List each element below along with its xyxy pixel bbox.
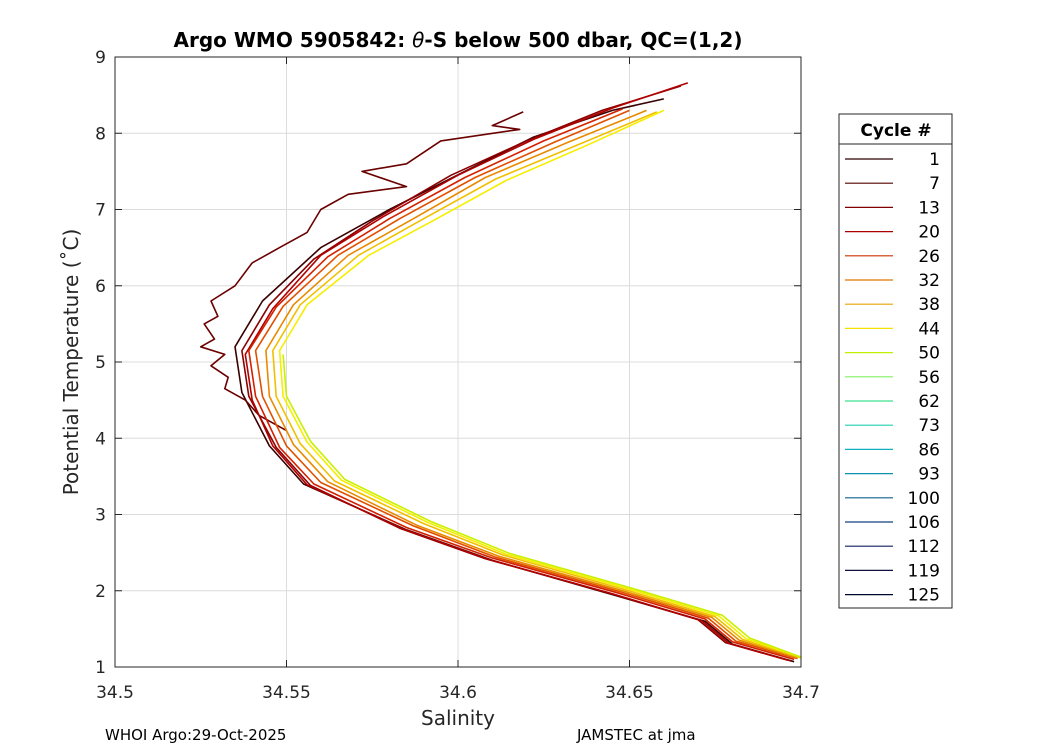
- profile-line-8: [278, 109, 802, 658]
- y-axis-ticks: 1 2 3 4 5 6 7 8 9: [95, 48, 801, 678]
- y-tick-label: 9: [95, 48, 106, 68]
- profile-line-9: [282, 354, 802, 658]
- profile-lines: [199, 82, 802, 663]
- y-tick-label: 8: [95, 124, 106, 144]
- legend-label: 50: [918, 344, 940, 364]
- legend-label: 86: [918, 440, 940, 460]
- legend-box: [838, 113, 953, 609]
- legend-label: 26: [918, 247, 940, 267]
- y-tick-label: 7: [95, 201, 106, 221]
- chart-title: Argo WMO 5905842: θ-S below 500 dbar, QC…: [174, 28, 743, 52]
- y-axis-label: Potential Temperature (˚C): [59, 229, 83, 496]
- x-tick-label: 34.7: [782, 683, 820, 703]
- legend-label: 62: [918, 392, 940, 412]
- x-axis-label: Salinity: [421, 706, 495, 730]
- legend-label: 7: [929, 174, 940, 194]
- legend-label: 38: [918, 295, 940, 315]
- footer-right: JAMSTEC at jma: [576, 726, 696, 744]
- y-tick-label: 4: [95, 429, 106, 449]
- x-tick-label: 34.5: [96, 683, 134, 703]
- y-tick-label: 3: [95, 506, 106, 526]
- profile-line-1: [199, 111, 524, 432]
- profile-line-4: [248, 108, 795, 661]
- footer-left: WHOI Argo:29-Oct-2025: [105, 726, 286, 744]
- y-tick-label: 1: [95, 658, 106, 678]
- legend-label: 119: [908, 561, 940, 581]
- legend-label: 20: [918, 223, 940, 243]
- legend: Cycle # 1 7 13 20 26 32 38 44 50 56 62 73 86 93 100 106…: [838, 113, 953, 609]
- legend-label: 32: [918, 271, 940, 291]
- legend-label: 125: [908, 586, 940, 606]
- legend-label: 106: [908, 513, 940, 533]
- legend-label: 1: [929, 150, 940, 170]
- profile-line-6: [265, 109, 798, 659]
- y-tick-label: 5: [95, 353, 106, 373]
- legend-label: 112: [908, 537, 940, 557]
- legend-label: 56: [918, 368, 940, 388]
- x-tick-label: 34.6: [439, 683, 477, 703]
- legend-label: 93: [918, 465, 940, 485]
- x-tick-label: 34.65: [605, 683, 654, 703]
- x-tick-label: 34.55: [262, 683, 311, 703]
- profile-line-7: [271, 111, 802, 659]
- legend-label: 73: [918, 416, 940, 436]
- legend-label: 100: [908, 489, 940, 509]
- profile-line-5: [254, 109, 798, 660]
- legend-title: Cycle #: [860, 121, 931, 141]
- profile-line-3: [244, 82, 788, 661]
- legend-label: 13: [918, 198, 940, 218]
- y-tick-label: 6: [95, 277, 106, 297]
- x-axis-ticks: 34.5 34.55 34.6 34.65 34.7: [96, 57, 820, 703]
- legend-label: 44: [918, 319, 940, 339]
- y-tick-label: 2: [95, 582, 106, 602]
